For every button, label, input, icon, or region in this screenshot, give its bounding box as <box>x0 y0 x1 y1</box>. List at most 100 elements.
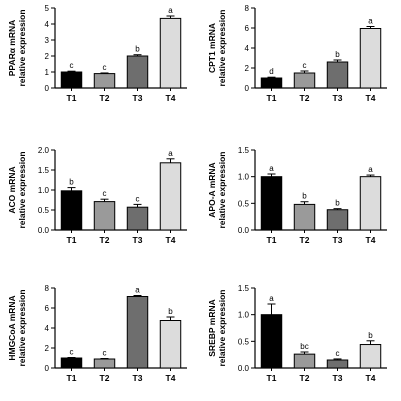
y-tick-label: 2 <box>45 52 50 61</box>
y-axis-title: PPARα mRNArelative expression <box>7 9 27 86</box>
bar-t3 <box>326 209 349 231</box>
bar-t3 <box>326 359 349 369</box>
y-axis-title-line: PPARα mRNA <box>7 20 17 77</box>
bar-t1 <box>260 77 283 89</box>
y-axis-title-line: relative expression <box>17 151 27 228</box>
chart-panel-4: 0.0 0.5 1.0 1.5 APO-A mRNArelative expressio… <box>207 146 387 245</box>
bar-t4 <box>359 28 382 89</box>
y-tick-label: 8 <box>45 284 50 293</box>
y-tick-label: 0.0 <box>238 226 250 235</box>
bar-t2 <box>93 358 116 369</box>
x-tick-label: T3 <box>133 93 143 103</box>
x-tick-label: T3 <box>133 373 143 383</box>
significance-letter: c <box>70 61 74 70</box>
chart-panel-5: 0 2 4 6 8 HMGCoA mRNArelative expression c T1 c T… <box>7 284 187 383</box>
y-tick-label: 1.5 <box>38 166 50 175</box>
bar-t2 <box>293 353 316 369</box>
y-tick-label: 0 <box>45 364 50 373</box>
chart-panel-3: 0.0 0.5 1.0 1.5 2.0 ACO mRNArelative expressi… <box>7 146 187 245</box>
y-tick-label: 1.0 <box>38 186 50 195</box>
bar-t2 <box>293 72 316 89</box>
y-axis-title-line: CPT1 mRNA <box>207 23 217 73</box>
significance-letter: a <box>135 286 140 295</box>
x-tick-label: T1 <box>67 235 77 245</box>
x-tick-label: T3 <box>333 235 343 245</box>
x-tick-label: T3 <box>133 235 143 245</box>
y-tick-label: 1.5 <box>238 284 250 293</box>
y-axis-title-line: relative expression <box>17 289 27 366</box>
significance-letter: a <box>269 164 274 173</box>
y-tick-label: 0 <box>245 84 250 93</box>
bar-t1 <box>260 176 283 231</box>
bar-t4 <box>159 320 182 369</box>
significance-letter: b <box>168 307 173 316</box>
x-tick-label: T1 <box>267 93 277 103</box>
significance-letter: c <box>336 349 340 358</box>
bar-t2 <box>93 73 116 89</box>
x-tick-label: T2 <box>100 235 110 245</box>
significance-letter: b <box>69 178 74 187</box>
significance-letter: b <box>335 199 340 208</box>
x-tick-label: T2 <box>100 93 110 103</box>
y-axis-title: HMGCoA mRNArelative expression <box>7 289 27 366</box>
x-tick-label: T4 <box>366 373 376 383</box>
x-tick-label: T4 <box>166 373 176 383</box>
bar-t4 <box>359 344 382 369</box>
significance-letter: b <box>302 192 307 201</box>
y-axis-title-line: relative expression <box>217 9 227 86</box>
x-tick-label: T4 <box>366 93 376 103</box>
bar-t4 <box>159 162 182 231</box>
y-axis-title-line: relative expression <box>17 9 27 86</box>
y-tick-label: 4 <box>245 44 250 53</box>
y-tick-label: 1.0 <box>238 311 250 320</box>
bar-t2 <box>93 201 116 231</box>
bar-t1 <box>60 190 83 231</box>
x-tick-label: T3 <box>333 373 343 383</box>
y-axis-title-line: ACO mRNA <box>7 166 17 213</box>
y-axis-title-line: APO-A mRNA <box>207 162 217 217</box>
y-tick-label: 0.0 <box>38 226 50 235</box>
significance-letter: c <box>103 349 107 358</box>
x-tick-label: T1 <box>267 235 277 245</box>
y-axis-title: CPT1 mRNArelative expression <box>207 9 227 86</box>
y-tick-label: 1.5 <box>238 146 250 155</box>
significance-letter: a <box>368 165 373 174</box>
significance-letter: bc <box>300 342 308 351</box>
significance-letter: d <box>269 67 273 76</box>
bar-t3 <box>126 55 149 89</box>
significance-letter: a <box>168 149 173 158</box>
significance-letter: b <box>368 331 373 340</box>
bar-t4 <box>359 176 382 231</box>
y-axis-title-line: relative expression <box>217 289 227 366</box>
significance-letter: c <box>303 61 307 70</box>
significance-letter: c <box>136 194 140 203</box>
y-axis-title: SREBP mRNArelative expression <box>207 289 227 366</box>
x-tick-label: T2 <box>300 235 310 245</box>
y-tick-label: 8 <box>245 4 250 13</box>
x-tick-label: T2 <box>300 93 310 103</box>
y-axis-title: APO-A mRNArelative expression <box>207 151 227 228</box>
x-tick-label: T1 <box>267 373 277 383</box>
chart-panel-1: 0 1 2 3 4 5 PPARα mRNArelative expression c T1 c T… <box>7 4 187 103</box>
chart-panel-2: 0 2 4 6 8 CPT1 mRNArelative expression d T1 c T2 b… <box>207 4 387 103</box>
significance-letter: c <box>70 348 74 357</box>
y-tick-label: 0.0 <box>238 364 250 373</box>
bar-t2 <box>293 203 316 231</box>
y-tick-label: 6 <box>245 24 250 33</box>
bar-t3 <box>126 206 149 231</box>
bar-t1 <box>60 71 83 89</box>
y-axis-title: ACO mRNArelative expression <box>7 151 27 228</box>
x-tick-label: T2 <box>300 373 310 383</box>
significance-letter: b <box>135 45 140 54</box>
bar-t3 <box>126 296 149 369</box>
y-tick-label: 5 <box>45 4 50 13</box>
significance-letter: a <box>368 17 373 26</box>
significance-letter: c <box>103 63 107 72</box>
bar-t4 <box>159 17 182 89</box>
y-tick-label: 3 <box>45 36 50 45</box>
y-tick-label: 0 <box>45 84 50 93</box>
chart-panel-6: 0.0 0.5 1.0 1.5 SREBP mRNArelative expressio… <box>207 284 387 383</box>
y-axis-title-line: HMGCoA mRNA <box>7 295 17 360</box>
y-tick-label: 2.0 <box>38 146 50 155</box>
